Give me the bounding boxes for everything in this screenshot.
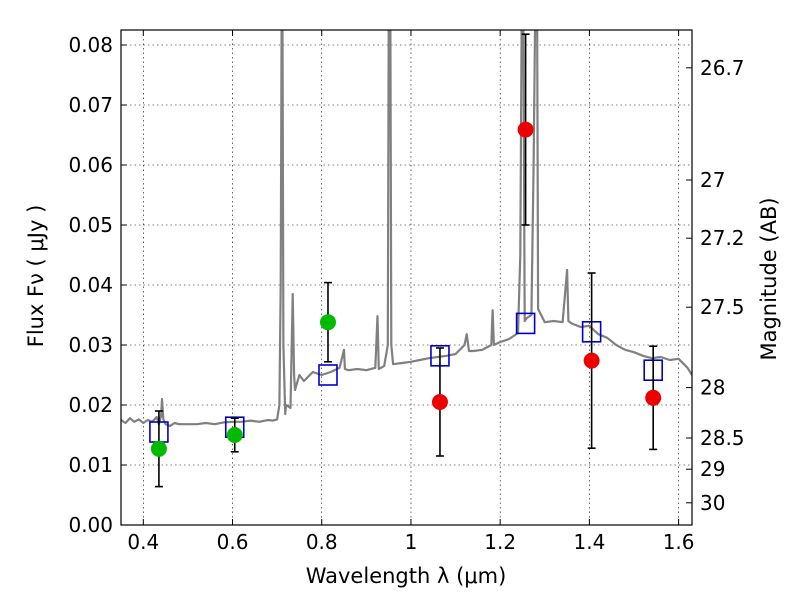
y2-tick-label: 28.5 xyxy=(700,426,745,450)
red-photometry-point xyxy=(645,389,662,406)
y2-tick-label: 27.5 xyxy=(700,295,745,319)
x-tick-label: 0.8 xyxy=(306,530,338,554)
model-photometry-box xyxy=(515,312,536,335)
x-tick-label: 1.6 xyxy=(663,530,695,554)
y2-axis: 26.7 27 27.2 27.5 28 28.5 29 30 xyxy=(686,56,745,515)
model-photometry-box xyxy=(318,364,338,386)
x-tick-label: 1 xyxy=(405,530,418,554)
y-tick-label: 0.08 xyxy=(68,33,113,57)
x-tick-label: 1.2 xyxy=(484,530,516,554)
green-photometry-point xyxy=(226,427,243,443)
y-tick-label: 0.00 xyxy=(68,513,113,537)
x-axis-label: Wavelength λ (μm) xyxy=(306,564,507,588)
red-photometry-point xyxy=(583,352,600,369)
y2-tick-label: 27.2 xyxy=(700,226,745,250)
x-tick-label: 0.6 xyxy=(217,530,249,554)
plot-area xyxy=(121,30,692,488)
spectrum-line xyxy=(121,30,692,428)
y-tick-label: 0.06 xyxy=(68,153,113,177)
green-photometry-point xyxy=(319,314,336,331)
red-photometry-point xyxy=(431,394,448,410)
y2-tick-label: 28 xyxy=(700,376,725,400)
y-tick-label: 0.07 xyxy=(68,93,113,117)
grid xyxy=(121,30,692,526)
y2-tick-label: 29 xyxy=(700,457,725,481)
y-tick-label: 0.02 xyxy=(68,393,113,417)
y2-tick-label: 26.7 xyxy=(700,56,745,80)
x-tick-label: 0.4 xyxy=(127,530,159,554)
y-axis: 0.00 0.01 0.02 0.03 0.04 0.05 0.06 0.07 0.08 xyxy=(68,33,127,537)
y-axis-label: Flux Fν ( μJy ) xyxy=(24,205,48,348)
axes-frame xyxy=(120,29,693,526)
red-photometry-point xyxy=(517,121,534,138)
y-tick-label: 0.05 xyxy=(68,213,113,237)
y-tick-label: 0.03 xyxy=(68,333,113,357)
y2-axis-label: Magnitude (AB) xyxy=(757,197,781,360)
y-tick-label: 0.04 xyxy=(68,273,113,297)
y-tick-label: 0.01 xyxy=(68,453,113,477)
x-tick-label: 1.4 xyxy=(573,530,605,554)
y2-tick-label: 30 xyxy=(700,491,725,515)
green-photometry-point xyxy=(150,440,167,457)
y2-tick-label: 27 xyxy=(700,168,725,192)
x-axis: 0.4 0.6 0.8 1 1.2 1.4 1.6 xyxy=(127,30,695,554)
